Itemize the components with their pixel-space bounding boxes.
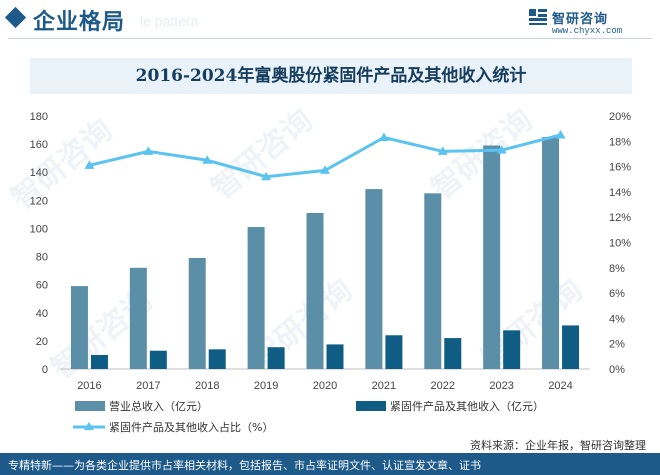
x-tick-label: 2016 <box>77 380 101 392</box>
brand-url: www.chyxx.com <box>552 26 623 36</box>
x-tick-label: 2018 <box>195 380 219 392</box>
bar <box>267 347 285 369</box>
header-ghost-text: le pattern <box>140 13 199 29</box>
y-right-tick-label: 4% <box>609 313 625 325</box>
line-point <box>320 165 330 174</box>
brand-logo-block: 智研咨询 www.chyxx.com <box>528 6 648 38</box>
y-right-tick-label: 2% <box>609 339 625 351</box>
bar <box>562 325 580 369</box>
legend-swatch-share-marker <box>84 422 94 430</box>
chart-title-bar: 2016-2024年富奥股份紧固件产品及其他收入统计 <box>30 58 632 94</box>
line-point <box>496 145 507 154</box>
bar <box>483 145 501 369</box>
line-point <box>202 155 213 164</box>
chart-title: 2016-2024年富奥股份紧固件产品及其他收入统计 <box>135 66 527 86</box>
y-left-tick-label: 60 <box>36 280 48 292</box>
bar <box>503 330 521 369</box>
bar <box>70 286 88 369</box>
x-tick-label: 2020 <box>313 380 337 392</box>
bar <box>424 193 442 369</box>
brand-logo-icon <box>529 9 547 25</box>
bar <box>129 267 147 369</box>
y-right-tick-label: 12% <box>609 212 631 224</box>
x-tick-label: 2024 <box>548 380 572 392</box>
legend-swatch-revenue <box>75 401 105 411</box>
y-right-tick-label: 18% <box>609 136 631 148</box>
y-left-axis: 0 20 40 60 80 100 120 140 160 180 <box>30 111 48 376</box>
x-tick-label: 2017 <box>136 380 160 392</box>
line-point <box>437 146 448 155</box>
legend-label-revenue: 营业总收入（亿元） <box>109 399 208 413</box>
x-tick-label: 2019 <box>254 380 278 392</box>
y-right-tick-label: 20% <box>609 111 631 123</box>
page-title: 企业格局 <box>33 10 126 35</box>
y-right-tick-label: 14% <box>609 187 631 199</box>
legend-label-share: 紧固件产品及其他收入占比（%） <box>109 420 273 434</box>
x-tick-label: 2023 <box>489 380 513 392</box>
y-left-tick-label: 160 <box>30 139 48 151</box>
bar <box>385 335 403 369</box>
bar <box>149 350 167 369</box>
line-point <box>261 171 272 181</box>
bar <box>188 257 206 369</box>
y-left-tick-label: 20 <box>36 336 48 348</box>
x-axis: 2016 2017 2018 2019 2020 2021 2022 2023 2024 <box>77 380 573 392</box>
y-left-tick-label: 0 <box>42 364 48 376</box>
header-divider <box>8 38 652 39</box>
line-point <box>555 129 566 139</box>
y-right-tick-label: 10% <box>609 238 631 250</box>
bar <box>90 354 108 369</box>
y-right-axis: 0% 2% 4% 6% 8% 10% 12% 14% 16% 18% 20% <box>609 111 631 376</box>
bar <box>365 189 383 369</box>
line-point <box>378 132 389 142</box>
y-left-tick-label: 180 <box>30 111 48 123</box>
source-note: 资料来源：企业年报，智研咨询整理 <box>470 439 646 452</box>
bar <box>444 338 462 369</box>
brand-name: 智研咨询 <box>552 12 609 27</box>
y-left-tick-label: 140 <box>30 167 48 179</box>
bar <box>208 349 226 369</box>
bar <box>326 344 344 369</box>
bar-series <box>70 137 580 369</box>
x-tick-label: 2022 <box>431 380 455 392</box>
y-right-tick-label: 6% <box>609 288 625 300</box>
bar <box>306 212 324 369</box>
y-right-tick-label: 16% <box>609 162 631 174</box>
legend-label-fastener: 紧固件产品及其他收入（亿元） <box>390 399 544 413</box>
page-header: 企业格局 le pattern <box>0 0 660 44</box>
y-right-tick-label: 8% <box>609 263 625 275</box>
footer-text: 专精特新——为各类企业提供市占率相关材料，包括报告、市占率证明文件、认证宣发文章… <box>8 459 481 472</box>
legend-swatch-fastener <box>356 401 386 411</box>
footer-bar: 专精特新——为各类企业提供市占率相关材料，包括报告、市占率证明文件、认证宣发文章… <box>0 453 660 475</box>
line-point <box>143 146 154 155</box>
line-point <box>84 160 95 169</box>
y-left-tick-label: 120 <box>30 195 48 207</box>
x-tick-label: 2021 <box>372 380 396 392</box>
y-left-tick-label: 40 <box>36 308 48 320</box>
bar <box>247 227 265 369</box>
y-left-tick-label: 80 <box>36 252 48 264</box>
legend: 营业总收入（亿元） 紧固件产品及其他收入（亿元） 紧固件产品及其他收入占比（%） <box>73 399 544 434</box>
y-left-tick-label: 100 <box>30 223 48 235</box>
line-series <box>84 129 566 181</box>
bar <box>542 137 560 369</box>
y-right-tick-label: 0% <box>609 364 625 376</box>
